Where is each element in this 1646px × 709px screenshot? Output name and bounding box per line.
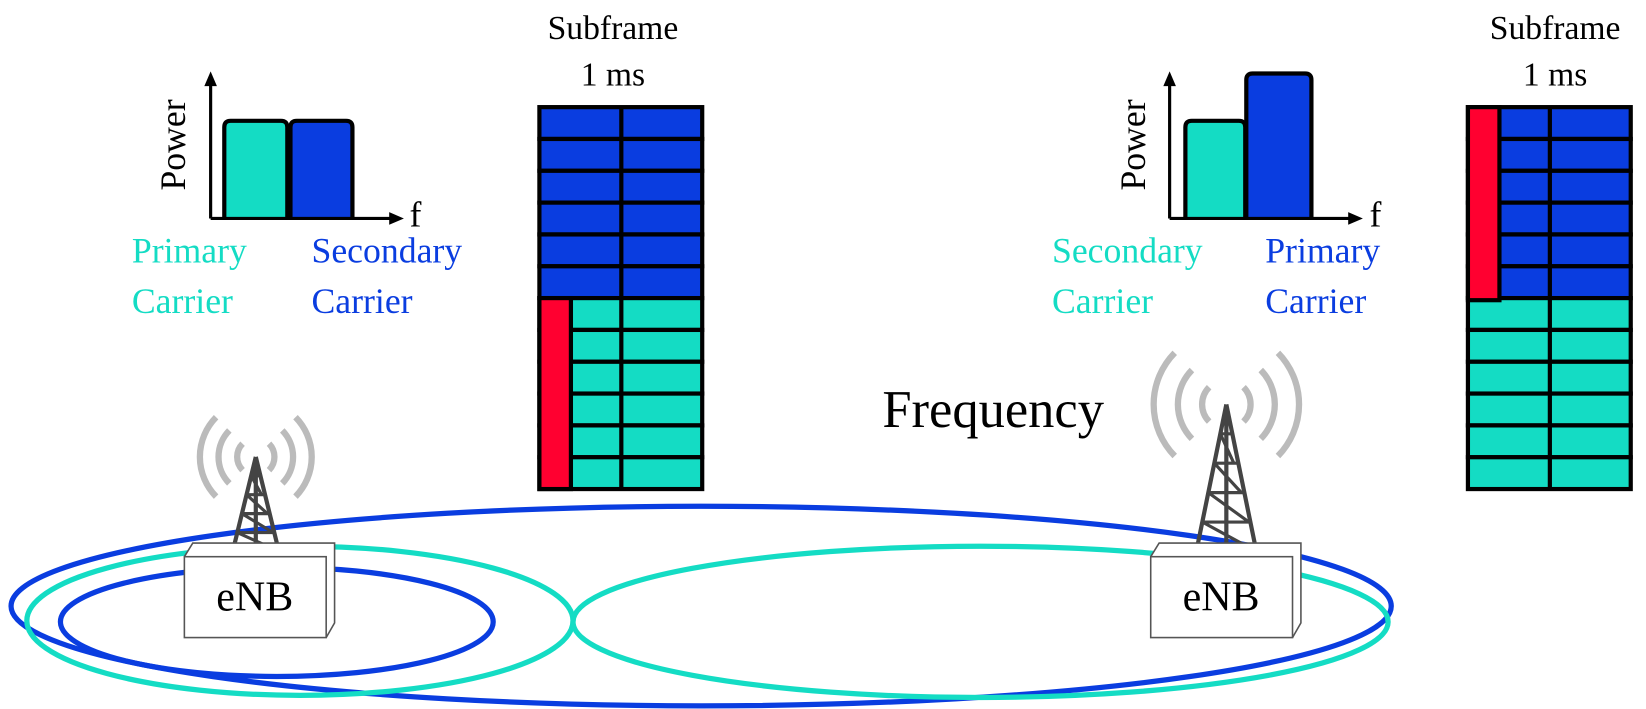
control-region — [1465, 105, 1502, 303]
tower-brace — [1213, 461, 1243, 494]
duration-label: 1 ms — [1523, 56, 1587, 93]
right-coverage — [570, 543, 1391, 701]
radio-wave — [279, 428, 297, 486]
f-axis-label: f — [410, 195, 422, 235]
arrow — [1348, 212, 1363, 225]
enb-box — [1149, 555, 1294, 639]
radio-wave — [1198, 384, 1212, 424]
control-region — [537, 295, 574, 492]
enb-label: eNB — [216, 574, 293, 620]
radio-wave — [215, 428, 232, 486]
arrow — [389, 212, 404, 225]
carrier-label: Carrier — [1052, 281, 1153, 321]
radio-wave — [266, 441, 278, 473]
radio-wave — [234, 441, 245, 473]
carrier-label: Carrier — [132, 281, 233, 321]
tower-brace — [245, 493, 269, 515]
tower-brace — [1218, 432, 1236, 464]
frequency-label: Frequency — [882, 381, 1104, 439]
carrier-spectrum — [1183, 118, 1248, 219]
arrow — [204, 71, 217, 87]
radio-wave — [293, 415, 315, 499]
power-axis-label: Power — [1113, 99, 1153, 190]
carrier-spectrum — [288, 118, 355, 219]
carrier-label: Secondary — [1052, 230, 1203, 270]
radio-wave — [196, 415, 219, 499]
tower-brace — [1207, 491, 1250, 524]
carrier-label: Secondary — [311, 230, 462, 270]
radio-wave — [1241, 384, 1254, 424]
arrow — [1163, 71, 1176, 87]
carrier-label: Primary — [132, 230, 247, 270]
radio-wave — [1174, 367, 1195, 442]
carrier-spectrum — [1244, 71, 1314, 219]
power-axis-label: Power — [153, 99, 193, 190]
subframe-label: Subframe — [548, 10, 679, 47]
enb-box — [183, 555, 327, 639]
carrier-label: Carrier — [1265, 281, 1366, 321]
radio-wave — [1275, 350, 1303, 459]
tower-brace — [241, 512, 274, 534]
radio-wave — [1150, 350, 1178, 459]
tower-brace — [249, 474, 263, 496]
carrier-label: Primary — [1265, 230, 1380, 270]
subframe-label: Subframe — [1490, 10, 1621, 47]
enb-label: eNB — [1183, 574, 1260, 620]
duration-label: 1 ms — [581, 56, 645, 93]
carrier-label: Carrier — [311, 281, 412, 321]
radio-wave — [1258, 367, 1278, 442]
secondary-coverage — [8, 503, 1394, 709]
f-axis-label: f — [1370, 195, 1382, 235]
carrier-spectrum — [222, 118, 290, 219]
